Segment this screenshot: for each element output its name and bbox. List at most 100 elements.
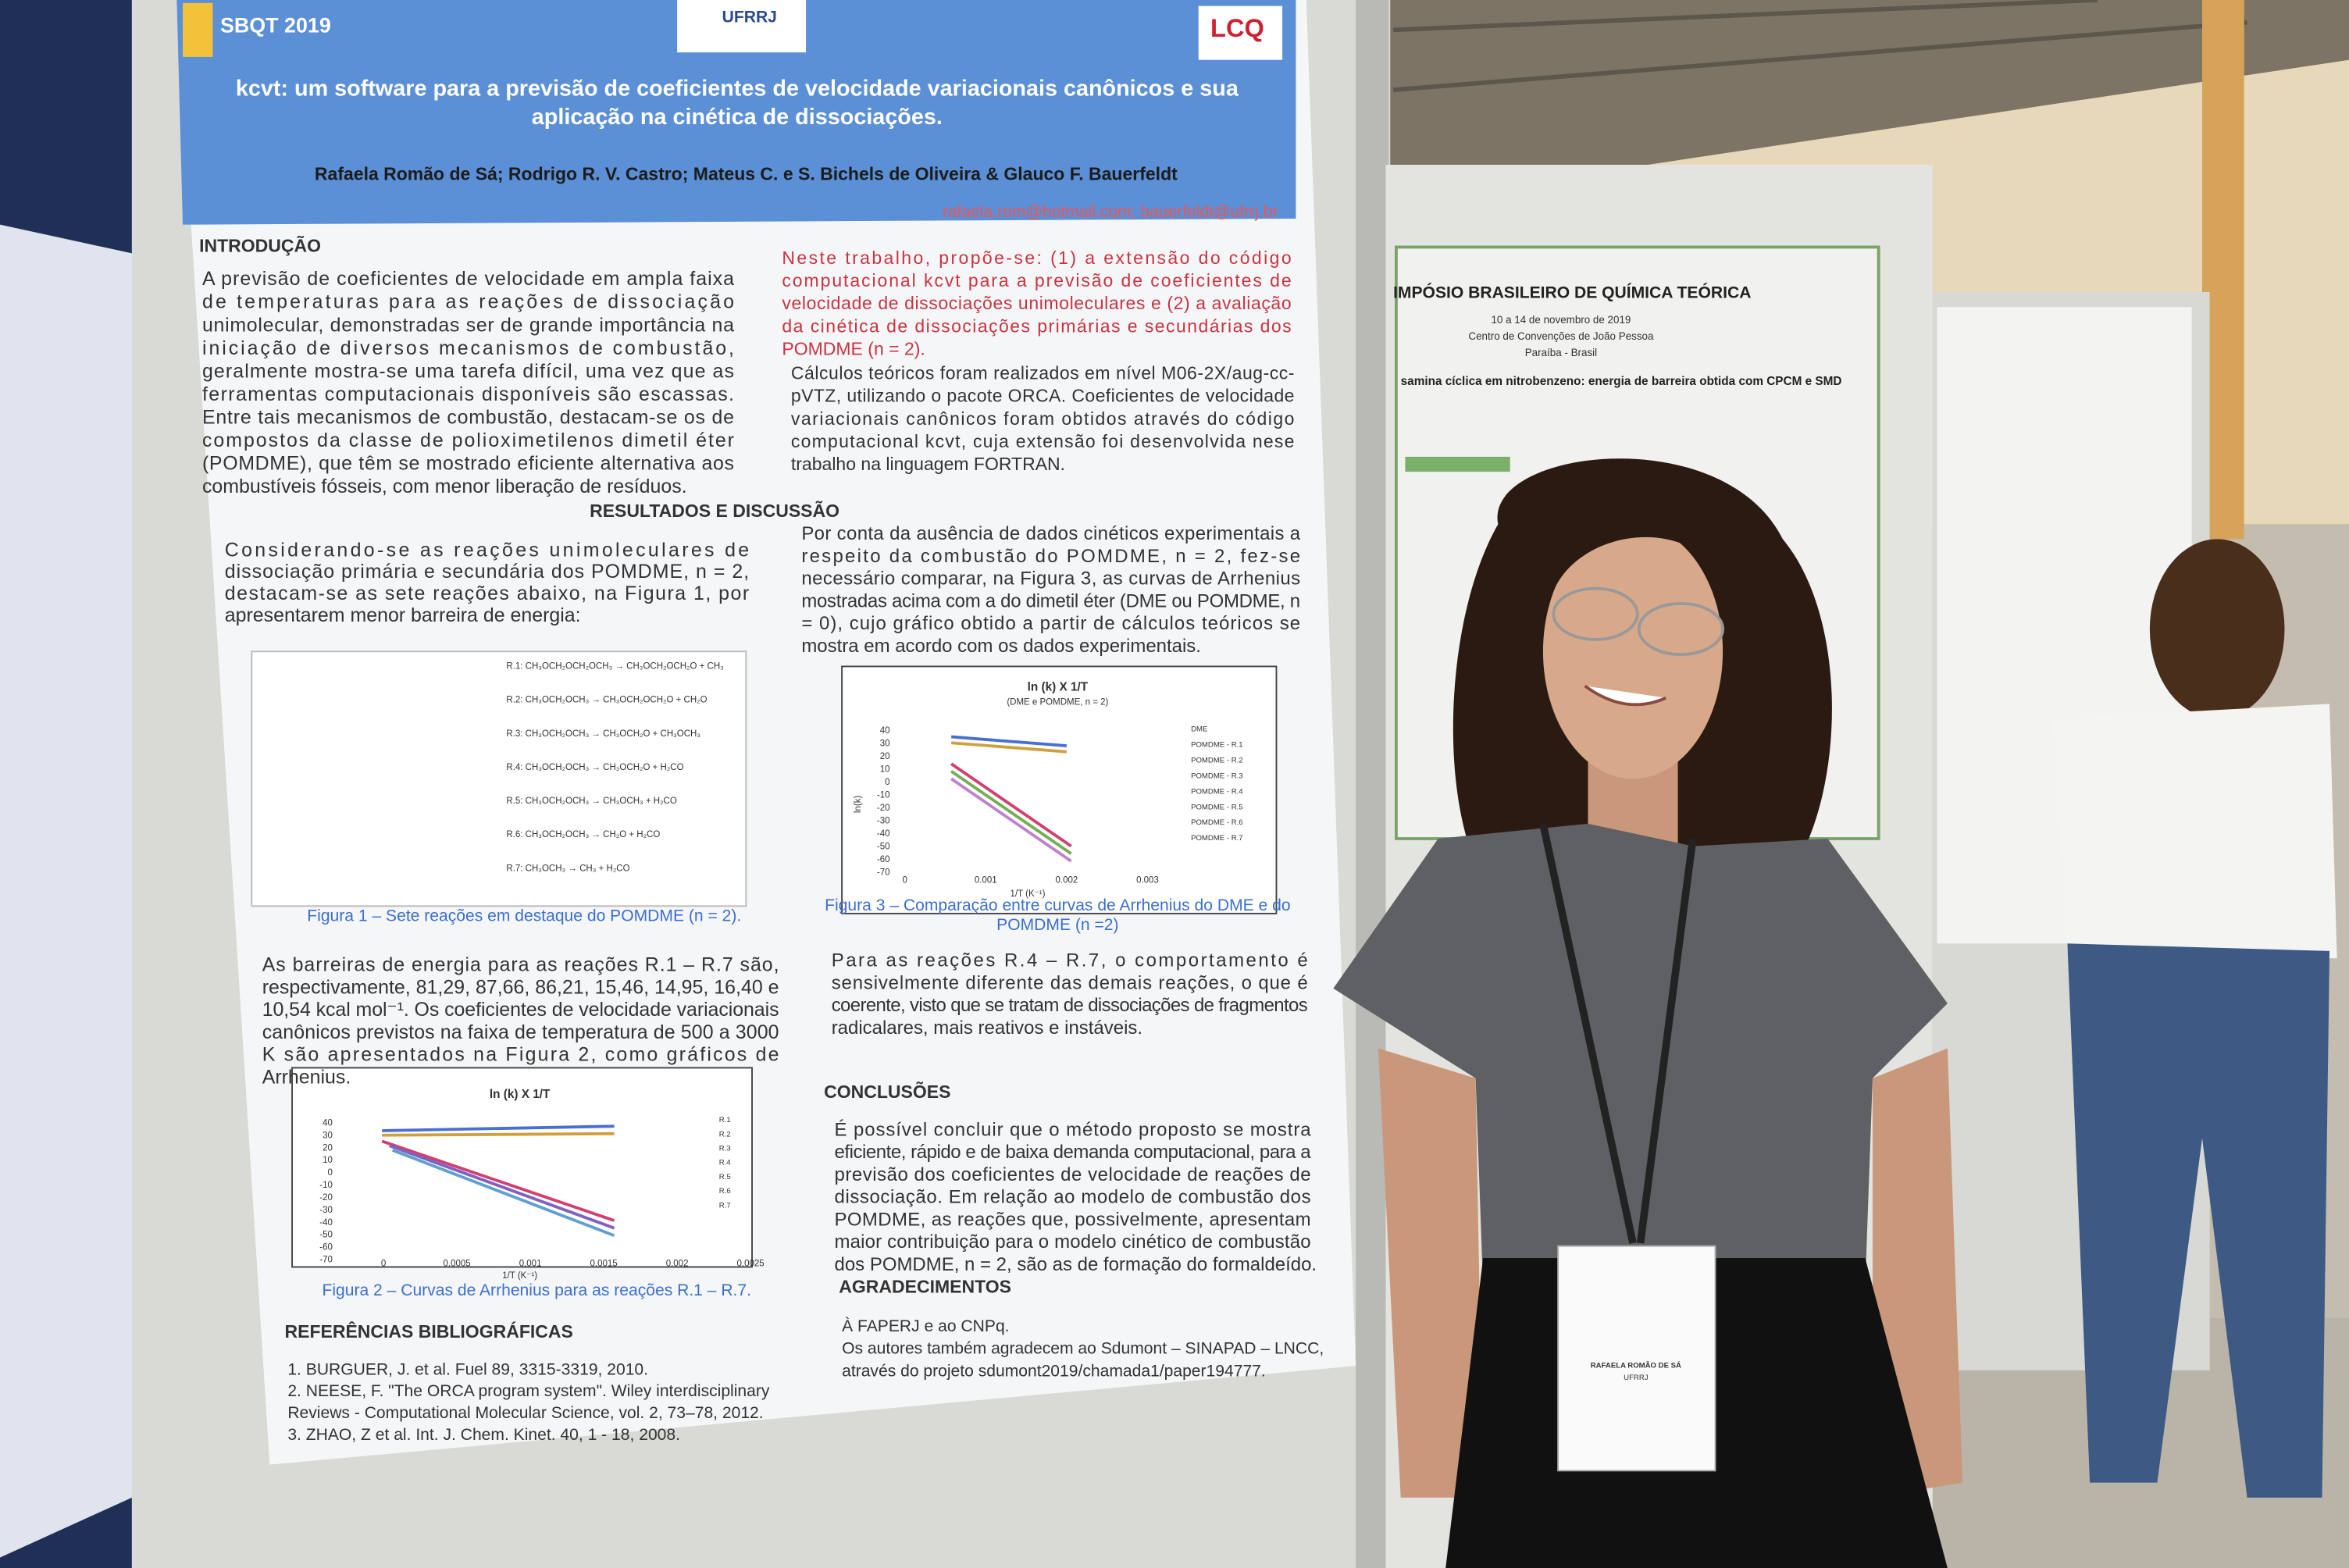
paragraph-line: compostos da classe de polioximetilenos … (202, 429, 734, 451)
logo-box (1198, 5, 1283, 60)
paragraph-line: iniciação de diversos mecanismos de comb… (202, 337, 734, 359)
badge-name: RAFAELA ROMÃO DE SÁ (1591, 1362, 1681, 1370)
legend-label: R.4 (719, 1159, 732, 1167)
paragraph-line: respeito da combustão do POMDME, n = 2, … (801, 546, 1300, 567)
paragraph-line: variacionais canônicos foram obtidos atr… (791, 408, 1295, 429)
neighbor-line: 10 a 14 de novembro de 2019 (1491, 314, 1631, 326)
legend-label: R.7 (719, 1201, 731, 1210)
section-heading: RESULTADOS E DISCUSSÃO (590, 500, 839, 521)
tick-label: 30 (323, 1131, 333, 1140)
legend-label: POMDME - R.3 (1191, 772, 1243, 780)
legend-label: R.6 (719, 1187, 731, 1196)
legend-label: R.1 (719, 1116, 731, 1124)
paragraph-line: A previsão de coeficientes de velocidade… (202, 268, 734, 290)
poster-header (176, 0, 1296, 225)
paragraph-line: de temperaturas para as reações de disso… (202, 291, 734, 313)
paragraph-line: Entre tais mecanismos de combustão, dest… (202, 406, 734, 428)
tick-label: 20 (323, 1143, 333, 1153)
paragraph-line: previsão dos coeficientes de velocidade … (835, 1164, 1311, 1185)
tick-label: -70 (319, 1256, 333, 1265)
paragraph-line: POMDME (n = 2). (782, 338, 925, 358)
tick-label: 0.0025 (737, 1260, 765, 1269)
tick-label: -30 (877, 816, 890, 825)
reaction-label: R.4: CH₃OCH₂OCH₃ → CH₃OCH₂O + H₂CO (506, 763, 683, 772)
legend-label: POMDME - R.4 (1191, 787, 1243, 796)
tick-label: 40 (323, 1118, 333, 1128)
section-heading: AGRADECIMENTOS (839, 1276, 1011, 1296)
email: rafaela.rom@hotmail.com; bauerfeldt@ufrr… (943, 203, 1278, 221)
paragraph-line: mostradas acima com a do dimetil éter (D… (801, 590, 1300, 611)
tick-label: -40 (319, 1218, 333, 1228)
reaction-label: R.2: CH₃OCH₂OCH₃ → CH₃OCH₂OCH₂O + CH₂O (506, 696, 707, 705)
tick-label: -60 (877, 855, 890, 864)
tick-label: -50 (877, 842, 890, 851)
reaction-label: R.6: CH₃OCH₂OCH₃ → CH₂O + H₂CO (506, 830, 660, 839)
paragraph-line: 10,54 kcal mol⁻¹. Os coeficientes de vel… (262, 999, 779, 1021)
event-name: SBQT 2019 (220, 14, 331, 37)
figure-title: ln (k) X 1/T (1028, 680, 1089, 693)
figure-box (291, 1067, 753, 1268)
paragraph-line: radicalares, mais reativos e instáveis. (832, 1017, 1142, 1039)
legend-label: POMDME - R.2 (1191, 756, 1243, 764)
paragraph-line: As barreiras de energia para as reações … (262, 954, 779, 976)
tick-label: 0.0005 (444, 1260, 471, 1269)
paragraph-line: destacam-se as sete reações abaixo, na F… (225, 583, 749, 604)
paragraph-line: pVTZ, utilizando o pacote ORCA. Coeficie… (791, 386, 1295, 406)
tick-label: -40 (877, 829, 890, 839)
tick-label: 0.002 (1055, 876, 1078, 886)
tick-label: 0 (381, 1260, 386, 1269)
tick-label: -10 (877, 790, 890, 800)
paragraph-line: Por conta da ausência de dados cinéticos… (801, 523, 1300, 544)
paragraph-line: necessário comparar, na Figura 3, as cur… (801, 568, 1300, 590)
paragraph-line: ferramentas computacionais disponíveis s… (202, 383, 734, 405)
paragraph-line: Considerando-se as reações unimoleculare… (225, 539, 749, 561)
paragraph-line: respectivamente, 81,29, 87,66, 86,21, 15… (262, 976, 779, 998)
paragraph-line: maior contribuição para o modelo cinétic… (835, 1231, 1311, 1253)
tick-label: 0.003 (1136, 876, 1159, 886)
paragraph-line: da cinética de dissociações primárias e … (782, 315, 1291, 336)
reaction-label: R.5: CH₃OCH₂OCH₃ → CH₃OCH₃ + H₂CO (506, 796, 676, 806)
tick-label: 10 (323, 1156, 333, 1165)
axis-label: ln(k) (854, 796, 863, 814)
tick-label: 0.001 (975, 876, 997, 886)
legend-label: R.2 (719, 1130, 731, 1139)
legend-label: R.5 (719, 1173, 731, 1181)
reference-line: 3. ZHAO, Z et al. Int. J. Chem. Kinet. 4… (287, 1426, 680, 1444)
reaction-label: R.7: CH₃OCH₃ → CH₃ + H₂CO (506, 864, 629, 873)
paragraph-line: É possível concluir que o método propost… (835, 1119, 1312, 1140)
logo (183, 2, 213, 57)
tick-label: 0.0015 (590, 1260, 618, 1269)
legend-label: POMDME - R.1 (1191, 740, 1243, 749)
reference-line: 2. NEESE, F. "The ORCA program system". … (287, 1382, 770, 1400)
tick-label: 0.001 (519, 1260, 542, 1269)
paragraph-line: Para as reações R.4 – R.7, o comportamen… (832, 950, 1308, 971)
logo-text: UFRRJ (722, 9, 777, 27)
logo-box (677, 0, 807, 53)
tick-label: -10 (319, 1181, 333, 1190)
people (1333, 458, 2337, 1568)
paragraph-line: através do projeto sdumont2019/chamada1/… (842, 1362, 1266, 1380)
figure-caption: Figura 1 – Sete reações em destaque do P… (307, 907, 741, 925)
paragraph-line: POMDME, as reações que, possivelmente, a… (835, 1209, 1311, 1230)
neighbor-line: Centro de Convenções de João Pessoa (1468, 330, 1654, 342)
tick-label: 0 (885, 778, 889, 787)
paragraph-line: sensivelmente diferente das demais reaçõ… (832, 972, 1308, 993)
tick-label: 10 (880, 764, 890, 774)
axis-label: 1/T (K⁻¹) (1011, 889, 1046, 899)
neighbor-line: Paraíba - Brasil (1525, 347, 1597, 358)
figure-box (841, 665, 1278, 914)
tick-label: -20 (319, 1193, 333, 1203)
paragraph-line: dissociação. Em relação ao modelo de com… (835, 1187, 1311, 1208)
legend-label: POMDME - R.5 (1191, 803, 1243, 811)
tick-label: -50 (319, 1231, 333, 1240)
figure-caption: POMDME (n =2) (996, 916, 1118, 934)
figure-title: ln (k) X 1/T (490, 1088, 551, 1101)
tick-label: 0.002 (666, 1260, 689, 1269)
neighbor-subtitle: samina cíclica em nitrobenzeno: energia … (1401, 375, 1842, 388)
figure-curves (381, 735, 1072, 1238)
badge-institution: UFRRJ (1624, 1374, 1649, 1382)
poster-title: aplicação na cinética de dissociações. (532, 105, 943, 130)
logo-text: LCQ (1210, 13, 1264, 42)
